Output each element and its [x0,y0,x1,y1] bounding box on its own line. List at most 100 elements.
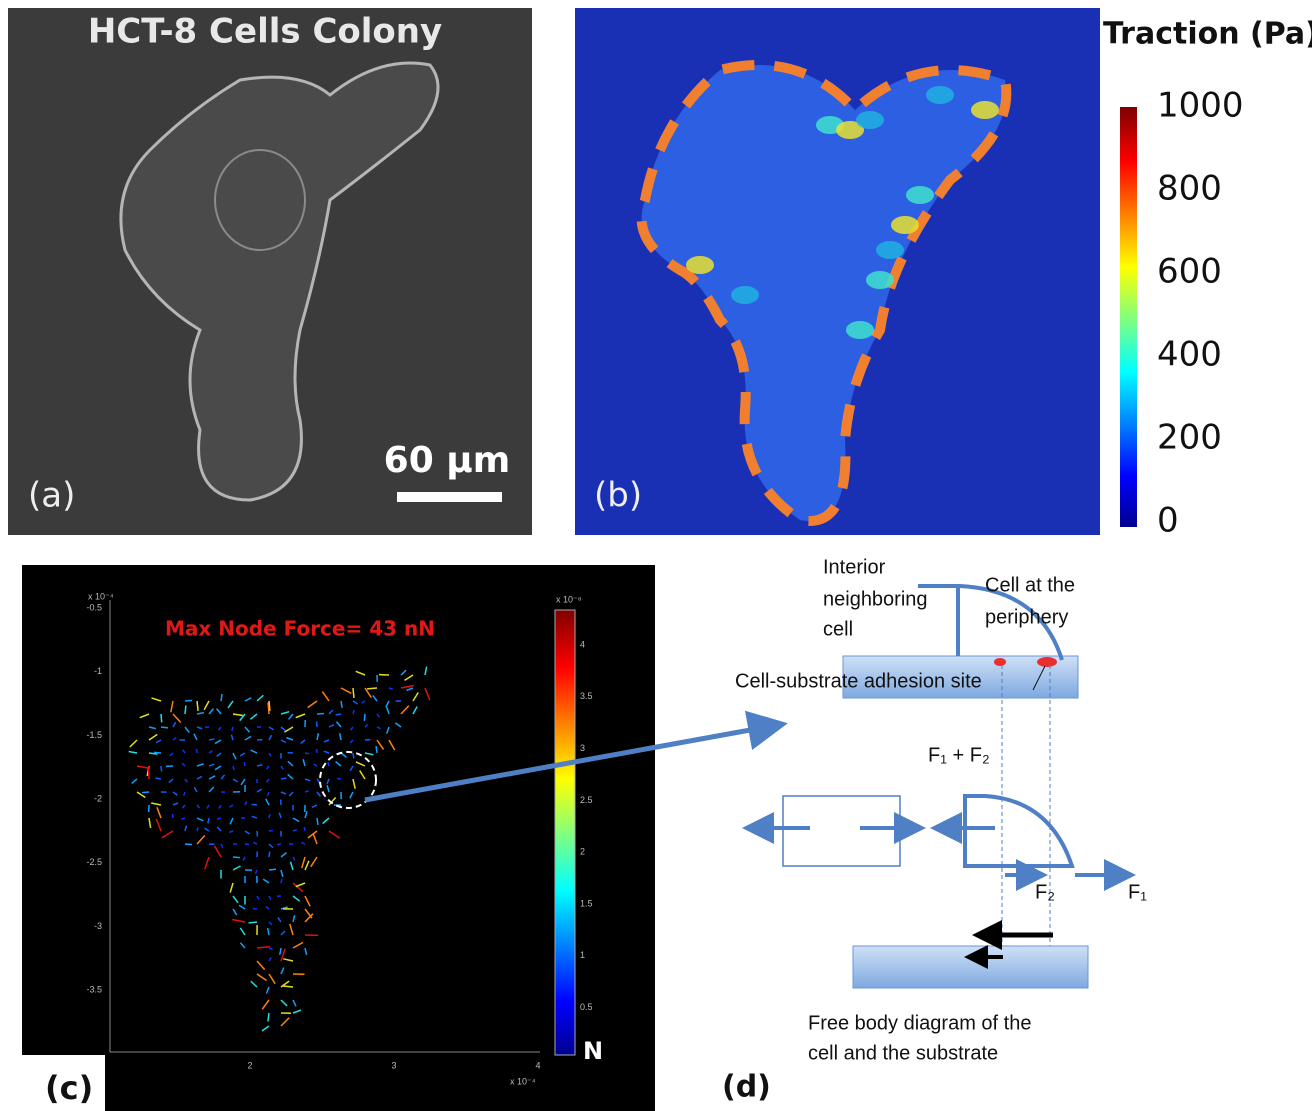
force-vector [269,830,273,831]
x-exponent: x 10⁻⁴ [510,1076,536,1086]
force-vector [353,688,354,698]
label-line: Interior [823,556,886,578]
force-vector [305,753,309,754]
colorbar-title: Traction (Pa) [1103,17,1312,52]
panel-label: (d) [722,1070,771,1105]
colorbar-tick-label: 0 [1157,501,1179,541]
colorbar-tick-label: 0.5 [580,1002,593,1012]
force-vector [148,766,149,779]
force-vector [185,700,192,701]
panel-label: (b) [594,476,642,516]
label-line: neighboring [823,588,928,610]
force-label: F₂ [1035,881,1055,903]
colorbar-tick-label: 400 [1157,335,1222,375]
colorbar-tick-label: 3 [580,743,585,753]
caption-line: Free body diagram of the [808,1012,1031,1034]
label-line: Cell at the [985,574,1075,596]
panel-b: (b) Traction (Pa) 10008006004002000 [575,8,1312,541]
scale-bar-label: 60 µm [384,440,511,481]
force-vector [353,710,354,714]
force-vector [269,852,270,857]
hotspot [846,321,874,339]
caption-line: cell and the substrate [808,1042,998,1064]
force-vector [185,844,192,845]
force-vector [336,714,341,715]
annotation: Max Node Force= 43 nN [165,617,435,641]
colorbar-tick-label: 600 [1157,252,1222,292]
colorbar-ticks: 10008006004002000 [1157,86,1244,541]
panel-title: HCT-8 Cells Colony [88,12,442,52]
force-vector [268,703,269,714]
force-vector [161,766,162,771]
y-tick-label: -2.5 [86,857,102,867]
interior-cell-body [783,796,900,866]
substrate [853,946,1088,988]
colorbar-tick-label: 1 [580,950,585,960]
panel-c: Max Node Force= 43 nN x 10⁻⁴ x 10⁻⁴ x 10… [22,565,655,1111]
hotspot [686,256,714,274]
force-vector [142,792,149,793]
plot-background [105,1054,655,1111]
colorbar-tick-label: 4 [580,639,585,649]
hotspot [731,286,759,304]
adhesion-label: Cell-substrate adhesion site [735,670,982,692]
panel-a: HCT-8 Cells Colony 60 µm (a) [8,8,532,535]
force-vector [281,778,286,779]
colorbar-exponent: x 10⁻⁸ [556,594,582,604]
x-tick-label: 3 [391,1060,396,1070]
force-vector [337,778,341,779]
y-exponent: x 10⁻⁴ [88,591,114,601]
force-vector [172,814,173,818]
force-vector [304,827,305,831]
force-vector [277,844,281,845]
force-vector [376,746,377,753]
y-tick-label: -1.5 [86,730,102,740]
force-vector [281,879,282,883]
colorbar-tick-label: 3.5 [580,691,593,701]
x-tick-label: 4 [535,1060,540,1070]
colorbar-tick-label: 2.5 [580,795,593,805]
force-vector [283,986,293,987]
adhesion-site [1037,657,1057,667]
hotspot [891,216,919,234]
colorbar [555,610,575,1055]
force-vector [269,814,270,818]
hotspot [856,111,884,129]
label-line: cell [823,618,853,640]
colorbar [1120,107,1137,527]
y-tick-label: -0.5 [86,602,102,612]
force-vector [233,857,240,858]
force-vector [252,804,257,805]
force-label: F₁ + F₂ [928,744,990,766]
panel-label: (c) [45,1069,93,1107]
hotspot [876,241,904,259]
periphery-cell-body [965,796,1072,866]
force-vector [245,844,249,845]
force-vector [367,688,377,689]
colorbar-tick-label: 2 [580,847,585,857]
force-vector [161,727,168,728]
force-vector [161,714,162,722]
force-vector [185,706,186,714]
adhesion-site [994,658,1006,666]
force-vector [244,762,245,766]
hotspot [866,271,894,289]
colorbar-tick-label: 800 [1157,169,1222,209]
force-vector [249,922,257,923]
panel-label: (a) [28,476,75,516]
colorbar-unit: N [583,1037,603,1065]
force-vector [154,752,161,753]
colorbar-tick-label: 1.5 [580,898,593,908]
force-vector [221,694,222,701]
x-tick-label: 2 [247,1060,252,1070]
force-vector [233,766,234,770]
colorbar-tick-label: 1000 [1157,86,1244,126]
y-tick-label: -2 [94,793,102,803]
y-tick-label: -3.5 [86,985,102,995]
force-vector [353,753,354,758]
hotspot [926,86,954,104]
y-tick-label: -1 [94,666,102,676]
force-vector [269,869,276,870]
label-line: periphery [985,606,1068,628]
figure: HCT-8 Cells Colony 60 µm (a) (b) Tractio… [0,0,1312,1111]
